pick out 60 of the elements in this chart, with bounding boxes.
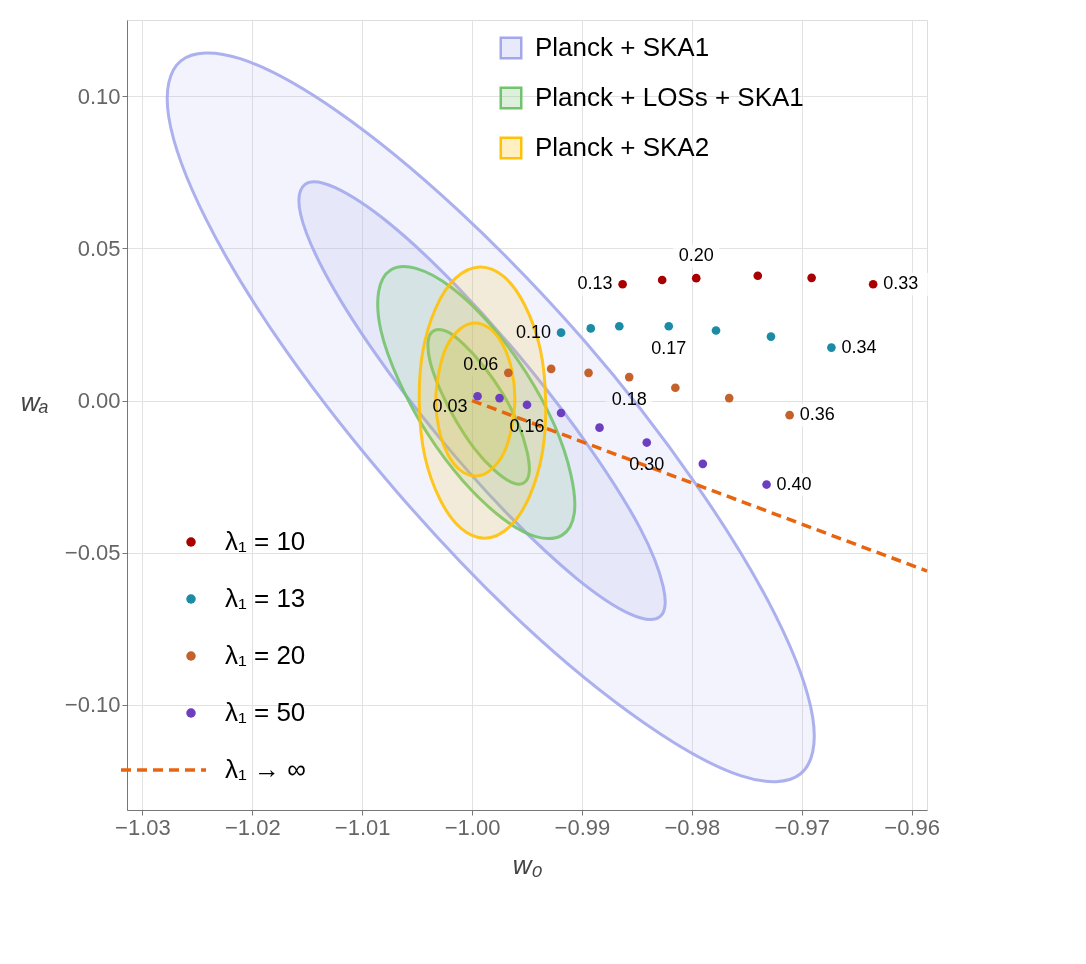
legend-label: Planck + SKA1 xyxy=(535,32,710,62)
point xyxy=(595,423,604,432)
x-axis-title: w₀ xyxy=(512,849,543,880)
annotation: 0.34 xyxy=(841,336,877,357)
x-tick-label: −0.98 xyxy=(664,814,721,840)
point xyxy=(807,273,816,283)
point xyxy=(691,273,701,283)
point xyxy=(785,410,794,420)
y-tick-label: 0.05 xyxy=(77,235,121,261)
point xyxy=(766,332,776,341)
point xyxy=(618,279,627,289)
annotation: 0.13 xyxy=(577,273,613,294)
legend-label: Planck + LOSs + SKA1 xyxy=(535,82,804,112)
annotation: 0.20 xyxy=(678,245,714,266)
legend-label: Planck + SKA2 xyxy=(535,132,710,162)
point xyxy=(473,391,482,401)
y-tick-label: −0.05 xyxy=(64,540,121,566)
legend-label: λ₁ = 10 xyxy=(225,526,306,556)
y-tick-label: 0.00 xyxy=(77,388,121,414)
x-tick-label: −1.03 xyxy=(115,814,171,840)
x-tick-label: −0.96 xyxy=(884,814,940,840)
point xyxy=(664,321,674,331)
point xyxy=(624,372,634,382)
point xyxy=(642,438,652,447)
point xyxy=(522,400,532,410)
x-tick-label: −0.99 xyxy=(554,814,611,840)
x-tick-label: −0.97 xyxy=(774,814,831,840)
point xyxy=(556,408,566,418)
annotation: 0.06 xyxy=(463,353,499,374)
point xyxy=(671,383,680,393)
annotation: 0.17 xyxy=(651,338,687,359)
y-tick-label: −0.10 xyxy=(64,692,121,718)
legend-label: λ₁ = 20 xyxy=(225,640,306,670)
legend-label: λ₁ = 50 xyxy=(225,697,306,727)
legend-label: λ₁ → ∞ xyxy=(225,754,306,784)
point xyxy=(546,364,556,374)
point xyxy=(762,480,771,489)
point xyxy=(556,328,566,337)
x-tick-label: −1.02 xyxy=(224,814,281,840)
x-tick-label: −1.00 xyxy=(444,814,501,840)
point xyxy=(753,271,763,281)
point xyxy=(724,393,734,403)
point xyxy=(868,279,878,289)
point xyxy=(614,321,624,331)
y-tick-label: 0.10 xyxy=(77,83,121,109)
point xyxy=(827,343,836,352)
point xyxy=(586,324,596,333)
point xyxy=(584,368,593,378)
point xyxy=(503,368,513,378)
annotation: 0.40 xyxy=(776,473,812,494)
y-axis-title: wₐ xyxy=(20,386,49,417)
annotation: 0.18 xyxy=(611,389,647,410)
annotation: 0.33 xyxy=(883,273,919,294)
point xyxy=(495,393,504,403)
point xyxy=(657,275,667,285)
point xyxy=(711,326,721,335)
legend-label: λ₁ = 13 xyxy=(225,583,306,613)
point xyxy=(698,459,708,469)
annotation: 0.36 xyxy=(799,404,835,425)
x-tick-label: −1.01 xyxy=(334,814,391,840)
